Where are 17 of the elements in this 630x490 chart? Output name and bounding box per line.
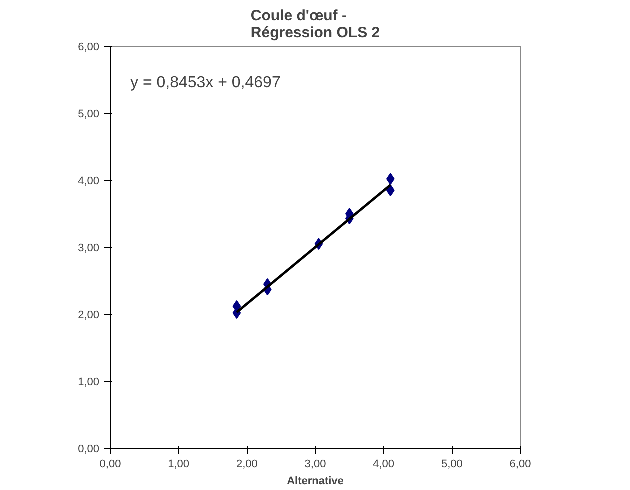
y-tick-label: 4,00 (78, 176, 100, 188)
x-axis-title: Alternative (287, 476, 344, 488)
annotation: y = 0,8453x + 0,4697 (130, 74, 281, 92)
y-tick-label: 3,00 (78, 242, 100, 254)
x-tick-label: 0,00 (100, 458, 122, 470)
x-tick-label: 2,00 (236, 458, 258, 470)
y-tick-label: 0,00 (78, 444, 100, 456)
x-tick-label: 3,00 (304, 458, 326, 470)
y-tick-label: 2,00 (78, 310, 100, 322)
x-tick-label: 6,00 (510, 458, 532, 470)
x-tick-label: 1,00 (168, 458, 190, 470)
y-tick-label: 1,00 (78, 376, 100, 388)
chart-title: Coule d'œuf - Régression OLS 2 (250, 8, 380, 42)
y-tick-label: 6,00 (78, 42, 100, 54)
x-tick-label: 5,00 (441, 458, 463, 470)
x-tick-label: 4,00 (373, 458, 395, 470)
y-tick-label: 5,00 (78, 108, 100, 120)
